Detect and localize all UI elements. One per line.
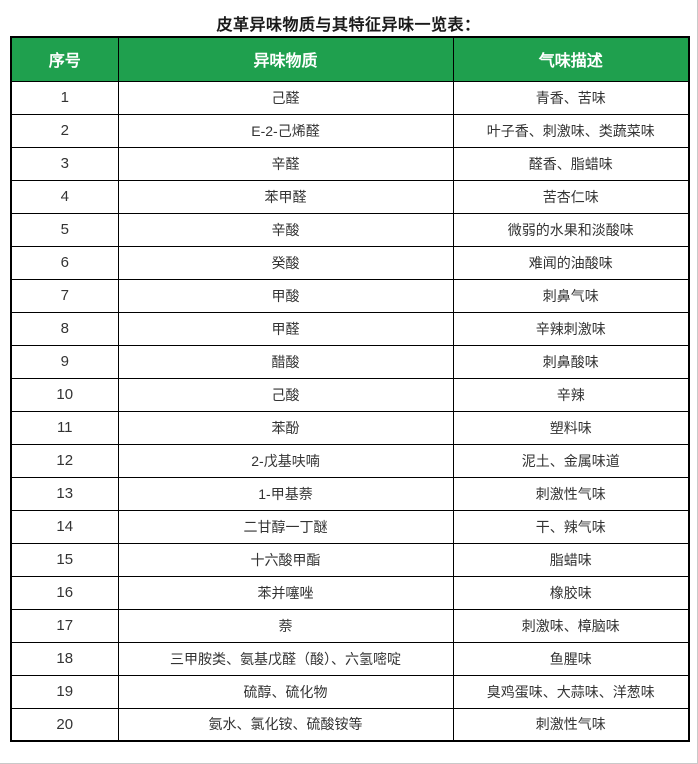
substance-cell: 甲酸 (117, 278, 454, 313)
odor-cell: 刺激性气味 (452, 476, 690, 511)
header-cell-number: 序号 (10, 36, 119, 82)
substance-cell: 氨水、氯化铵、硫酸铵等 (117, 707, 454, 742)
page-title: 皮革异味物质与其特征异味一览表： (216, 17, 481, 34)
table-row: 5 辛酸 微弱的水果和淡酸味 (10, 212, 690, 247)
row-number-cell: 8 (10, 311, 119, 346)
substance-cell: 十六酸甲酯 (117, 542, 454, 577)
substance-cell: 苯并噻唑 (117, 575, 454, 610)
odor-cell: 微弱的水果和淡酸味 (452, 212, 690, 247)
odor-cell: 脂蜡味 (452, 542, 690, 577)
substance-cell: 苯酚 (117, 410, 454, 445)
odor-cell: 泥土、金属味道 (452, 443, 690, 478)
row-number-cell: 16 (10, 575, 119, 610)
substance-cell: 二甘醇一丁醚 (117, 509, 454, 544)
odor-cell: 青香、苦味 (452, 80, 690, 115)
row-number-cell: 13 (10, 476, 119, 511)
row-number-cell: 18 (10, 641, 119, 676)
substance-cell: 2-戊基呋喃 (117, 443, 454, 478)
table-row: 12 2-戊基呋喃 泥土、金属味道 (10, 443, 690, 478)
row-number-cell: 20 (10, 707, 119, 742)
odor-cell: 叶子香、刺激味、类蔬菜味 (452, 113, 690, 148)
odor-cell: 干、辣气味 (452, 509, 690, 544)
row-number-cell: 4 (10, 179, 119, 214)
odor-cell: 辛辣 (452, 377, 690, 412)
odor-cell: 臭鸡蛋味、大蒜味、洋葱味 (452, 674, 690, 709)
row-number-cell: 11 (10, 410, 119, 445)
table-row: 6 癸酸 难闻的油酸味 (10, 245, 690, 280)
substance-cell: 己酸 (117, 377, 454, 412)
table-row: 19 硫醇、硫化物 臭鸡蛋味、大蒜味、洋葱味 (10, 674, 690, 709)
table-row: 9 醋酸 刺鼻酸味 (10, 344, 690, 379)
odor-cell: 难闻的油酸味 (452, 245, 690, 280)
odor-cell: 橡胶味 (452, 575, 690, 610)
table-row: 18 三甲胺类、氨基戊醛（酸）、六氢嘧啶 鱼腥味 (10, 641, 690, 676)
odor-cell: 刺鼻酸味 (452, 344, 690, 379)
table-row: 3 辛醛 醛香、脂蜡味 (10, 146, 690, 181)
table-row: 15 十六酸甲酯 脂蜡味 (10, 542, 690, 577)
row-number-cell: 5 (10, 212, 119, 247)
table-row: 17 萘 刺激味、樟脑味 (10, 608, 690, 643)
table-row: 10 己酸 辛辣 (10, 377, 690, 412)
table-row: 2 E-2-己烯醛 叶子香、刺激味、类蔬菜味 (10, 113, 690, 148)
row-number-cell: 19 (10, 674, 119, 709)
odor-cell: 刺鼻气味 (452, 278, 690, 313)
row-number-cell: 9 (10, 344, 119, 379)
row-number-cell: 17 (10, 608, 119, 643)
odor-cell: 鱼腥味 (452, 641, 690, 676)
table-row: 20 氨水、氯化铵、硫酸铵等 刺激性气味 (10, 707, 690, 742)
row-number-cell: 2 (10, 113, 119, 148)
table-row: 14 二甘醇一丁醚 干、辣气味 (10, 509, 690, 544)
header-cell-substance: 异味物质 (117, 36, 454, 82)
table-row: 4 苯甲醛 苦杏仁味 (10, 179, 690, 214)
odor-cell: 辛辣刺激味 (452, 311, 690, 346)
odor-cell: 刺激味、樟脑味 (452, 608, 690, 643)
table-row: 1 己醛 青香、苦味 (10, 80, 690, 115)
odor-cell: 刺激性气味 (452, 707, 690, 742)
odor-cell: 醛香、脂蜡味 (452, 146, 690, 181)
table-row: 16 苯并噻唑 橡胶味 (10, 575, 690, 610)
substance-cell: 1-甲基萘 (117, 476, 454, 511)
row-number-cell: 1 (10, 80, 119, 115)
odor-cell: 塑料味 (452, 410, 690, 445)
table-row: 13 1-甲基萘 刺激性气味 (10, 476, 690, 511)
header-row: 序号 异味物质 气味描述 (10, 36, 690, 82)
table-body: 1 己醛 青香、苦味 2 E-2-己烯醛 叶子香、刺激味、类蔬菜味 3 辛醛 醛… (10, 80, 690, 742)
substance-cell: 辛醛 (117, 146, 454, 181)
table-row: 8 甲醛 辛辣刺激味 (10, 311, 690, 346)
substance-cell: 辛酸 (117, 212, 454, 247)
row-number-cell: 15 (10, 542, 119, 577)
table-header: 序号 异味物质 气味描述 (10, 36, 690, 82)
substance-cell: 醋酸 (117, 344, 454, 379)
substance-cell: 甲醛 (117, 311, 454, 346)
substance-cell: 苯甲醛 (117, 179, 454, 214)
row-number-cell: 7 (10, 278, 119, 313)
odor-substances-table: 序号 异味物质 气味描述 1 己醛 青香、苦味 2 E-2-己烯醛 叶子香、刺激… (10, 36, 690, 742)
odor-cell: 苦杏仁味 (452, 179, 690, 214)
substance-cell: 萘 (117, 608, 454, 643)
table-row: 7 甲酸 刺鼻气味 (10, 278, 690, 313)
substance-cell: 硫醇、硫化物 (117, 674, 454, 709)
row-number-cell: 6 (10, 245, 119, 280)
substance-cell: 己醛 (117, 80, 454, 115)
substance-cell: 三甲胺类、氨基戊醛（酸）、六氢嘧啶 (117, 641, 454, 676)
row-number-cell: 3 (10, 146, 119, 181)
substance-cell: E-2-己烯醛 (117, 113, 454, 148)
row-number-cell: 14 (10, 509, 119, 544)
header-cell-odor: 气味描述 (452, 36, 690, 82)
substance-cell: 癸酸 (117, 245, 454, 280)
row-number-cell: 10 (10, 377, 119, 412)
table-row: 11 苯酚 塑料味 (10, 410, 690, 445)
row-number-cell: 12 (10, 443, 119, 478)
